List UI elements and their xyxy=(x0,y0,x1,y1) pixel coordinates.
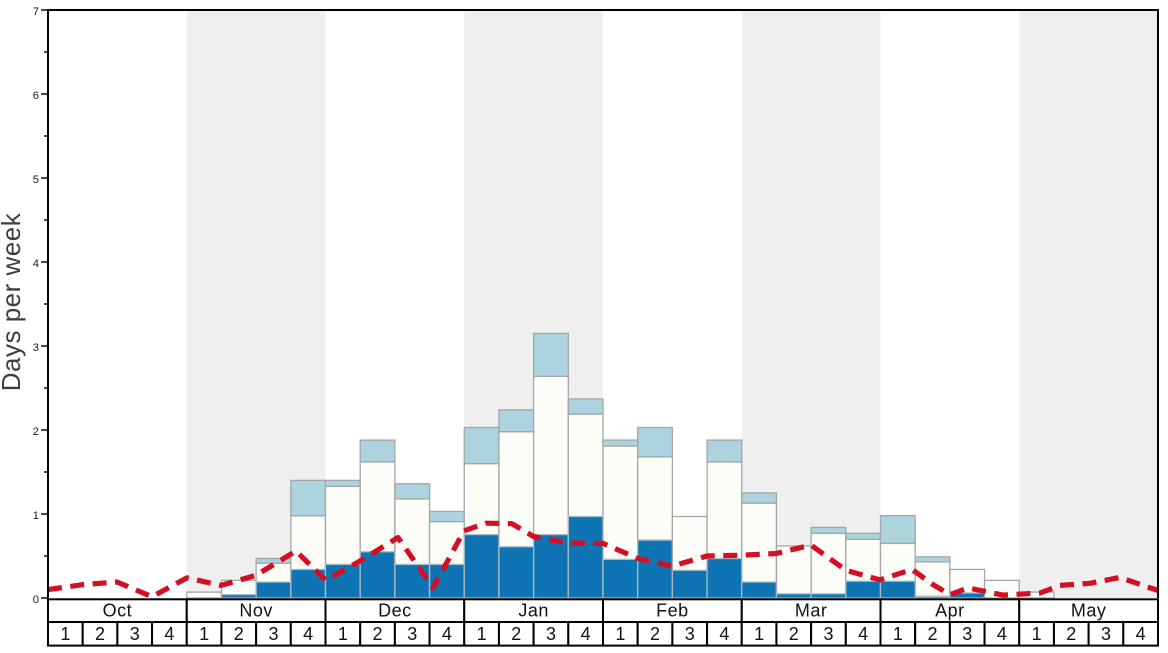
svg-text:4: 4 xyxy=(858,624,868,644)
svg-text:2: 2 xyxy=(373,624,383,644)
svg-text:Dec: Dec xyxy=(378,601,412,621)
svg-text:5: 5 xyxy=(33,174,39,186)
svg-text:Mar: Mar xyxy=(795,601,828,621)
svg-text:1: 1 xyxy=(199,624,209,644)
svg-text:2: 2 xyxy=(95,624,105,644)
svg-text:2: 2 xyxy=(789,624,799,644)
svg-text:3: 3 xyxy=(33,342,39,354)
svg-text:4: 4 xyxy=(442,624,452,644)
svg-text:3: 3 xyxy=(685,624,695,644)
svg-text:1: 1 xyxy=(754,624,764,644)
svg-text:2: 2 xyxy=(1066,624,1076,644)
svg-text:4: 4 xyxy=(303,624,313,644)
svg-text:3: 3 xyxy=(962,624,972,644)
svg-text:1: 1 xyxy=(33,510,39,522)
svg-text:4: 4 xyxy=(581,624,591,644)
svg-text:Feb: Feb xyxy=(656,601,689,621)
svg-text:3: 3 xyxy=(268,624,278,644)
svg-text:1: 1 xyxy=(615,624,625,644)
svg-text:1: 1 xyxy=(338,624,348,644)
svg-text:Days per week: Days per week xyxy=(0,212,26,391)
svg-text:3: 3 xyxy=(823,624,833,644)
svg-text:4: 4 xyxy=(164,624,174,644)
svg-text:2: 2 xyxy=(650,624,660,644)
svg-text:1: 1 xyxy=(60,624,70,644)
svg-text:6: 6 xyxy=(33,90,39,102)
svg-text:May: May xyxy=(1071,601,1107,621)
svg-text:0: 0 xyxy=(33,594,39,606)
svg-text:Apr: Apr xyxy=(935,601,965,621)
svg-text:4: 4 xyxy=(33,258,39,270)
svg-text:4: 4 xyxy=(1136,624,1146,644)
svg-text:2: 2 xyxy=(511,624,521,644)
svg-text:2: 2 xyxy=(234,624,244,644)
svg-text:2: 2 xyxy=(928,624,938,644)
svg-text:Jan: Jan xyxy=(518,601,549,621)
svg-text:3: 3 xyxy=(546,624,556,644)
svg-text:Oct: Oct xyxy=(103,601,133,621)
svg-text:7: 7 xyxy=(33,6,39,18)
svg-text:4: 4 xyxy=(719,624,729,644)
svg-text:1: 1 xyxy=(477,624,487,644)
svg-text:2: 2 xyxy=(33,426,39,438)
svg-text:3: 3 xyxy=(130,624,140,644)
svg-text:3: 3 xyxy=(407,624,417,644)
svg-text:1: 1 xyxy=(1032,624,1042,644)
svg-text:3: 3 xyxy=(1101,624,1111,644)
svg-text:1: 1 xyxy=(893,624,903,644)
svg-text:Nov: Nov xyxy=(239,601,273,621)
svg-text:4: 4 xyxy=(997,624,1007,644)
